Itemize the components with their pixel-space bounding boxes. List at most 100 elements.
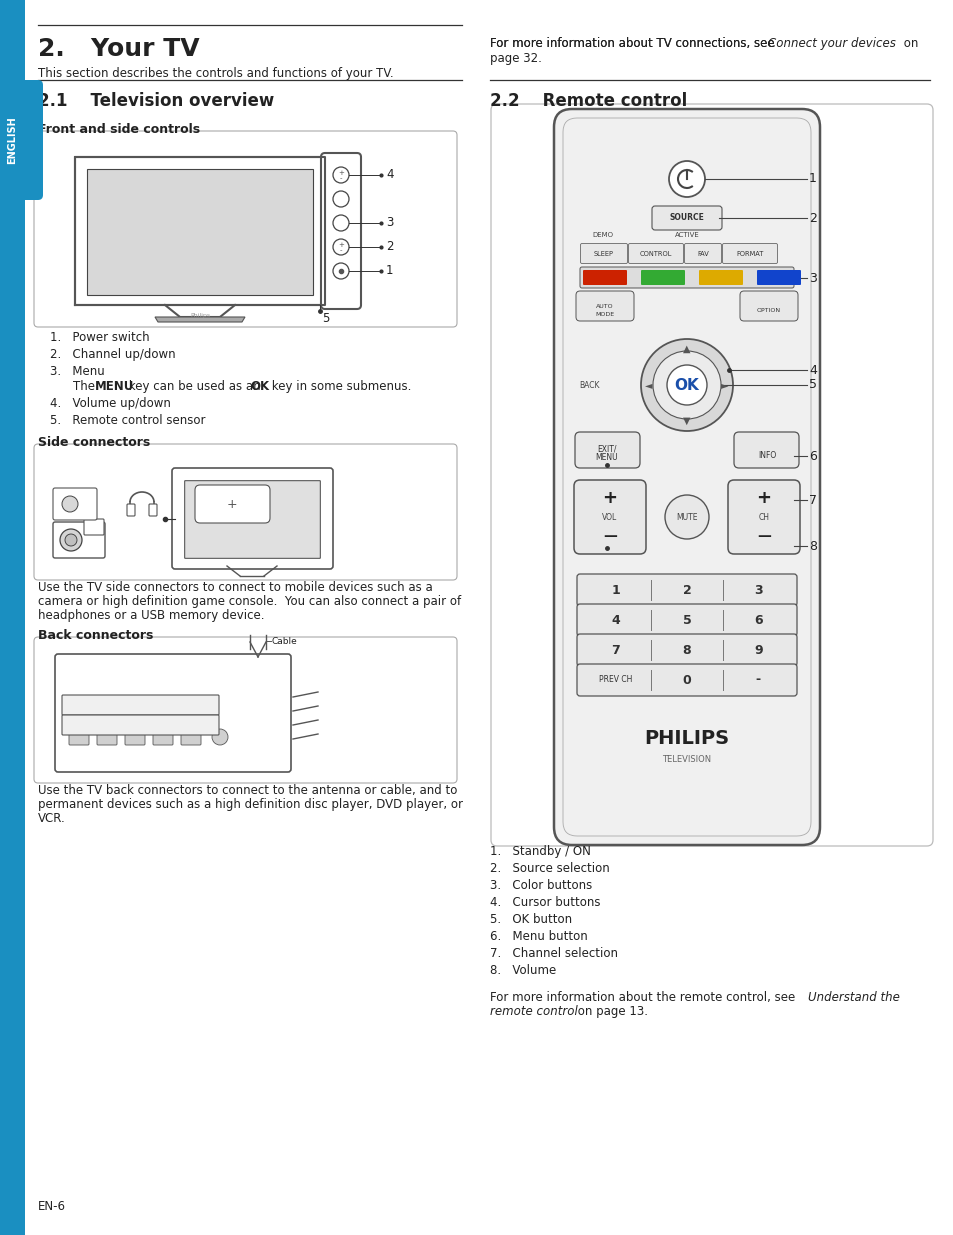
Text: 4: 4	[611, 614, 619, 626]
Text: key in some submenus.: key in some submenus.	[268, 380, 411, 393]
Text: VOL: VOL	[601, 514, 617, 522]
FancyBboxPatch shape	[576, 291, 634, 321]
Text: Use the TV side connectors to connect to mobile devices such as a: Use the TV side connectors to connect to…	[38, 580, 433, 594]
Text: —: —	[602, 529, 617, 543]
Text: ◄: ◄	[644, 380, 652, 390]
Text: FORMAT: FORMAT	[736, 251, 763, 257]
FancyBboxPatch shape	[684, 243, 720, 263]
Circle shape	[668, 161, 704, 198]
Text: For more information about TV connections, see: For more information about TV connection…	[490, 37, 778, 49]
FancyBboxPatch shape	[62, 695, 219, 715]
Circle shape	[212, 729, 228, 745]
FancyBboxPatch shape	[62, 715, 219, 735]
Text: 1: 1	[808, 173, 816, 185]
Text: MENU: MENU	[595, 452, 618, 462]
FancyBboxPatch shape	[721, 243, 777, 263]
FancyBboxPatch shape	[651, 206, 721, 230]
Text: CONTROL: CONTROL	[639, 251, 672, 257]
Text: 3: 3	[386, 216, 393, 230]
Text: 2: 2	[682, 583, 691, 597]
Text: Cable: Cable	[272, 636, 297, 646]
Circle shape	[666, 366, 706, 405]
FancyBboxPatch shape	[577, 574, 796, 606]
Text: 2.1    Television overview: 2.1 Television overview	[38, 91, 274, 110]
FancyBboxPatch shape	[84, 519, 104, 535]
Text: 1.   Power switch: 1. Power switch	[50, 331, 150, 345]
Text: MODE: MODE	[595, 311, 614, 316]
Text: ACTIVE: ACTIVE	[674, 232, 699, 238]
Text: 2.2    Remote control: 2.2 Remote control	[490, 91, 686, 110]
Text: TELEVISION: TELEVISION	[661, 755, 711, 763]
Text: OPTION: OPTION	[756, 309, 781, 314]
FancyBboxPatch shape	[577, 634, 796, 666]
FancyBboxPatch shape	[699, 270, 742, 285]
FancyBboxPatch shape	[577, 604, 796, 636]
Text: MENU: MENU	[95, 380, 134, 393]
Polygon shape	[75, 157, 325, 305]
Text: CH: CH	[758, 514, 769, 522]
Text: 1: 1	[386, 264, 393, 278]
Text: 8: 8	[808, 540, 816, 552]
Text: 6.   Menu button: 6. Menu button	[490, 930, 587, 944]
Text: Back connectors: Back connectors	[38, 629, 153, 642]
FancyBboxPatch shape	[727, 480, 800, 555]
Text: For more information about TV connections, see: For more information about TV connection…	[490, 37, 778, 49]
Text: 1: 1	[611, 583, 619, 597]
FancyBboxPatch shape	[740, 291, 797, 321]
FancyBboxPatch shape	[582, 270, 626, 285]
Text: 2.   Source selection: 2. Source selection	[490, 862, 609, 876]
Text: 2: 2	[386, 241, 393, 253]
FancyBboxPatch shape	[181, 729, 201, 745]
Text: OK: OK	[250, 380, 269, 393]
FancyBboxPatch shape	[34, 131, 456, 327]
Text: PHILIPS: PHILIPS	[644, 730, 729, 748]
Text: ▼: ▼	[682, 416, 690, 426]
Text: FAV: FAV	[697, 251, 708, 257]
Text: ►: ►	[720, 380, 728, 390]
Text: key can be used as an: key can be used as an	[125, 380, 264, 393]
Text: Side connectors: Side connectors	[38, 436, 150, 450]
Text: 1.   Standby / ON: 1. Standby / ON	[490, 845, 590, 858]
Text: OK: OK	[674, 378, 699, 393]
Text: 5: 5	[808, 378, 816, 391]
Text: ENGLISH: ENGLISH	[7, 116, 17, 164]
Circle shape	[640, 338, 732, 431]
Circle shape	[333, 215, 349, 231]
Text: MUTE: MUTE	[676, 513, 697, 521]
Text: permanent devices such as a high definition disc player, DVD player, or: permanent devices such as a high definit…	[38, 798, 462, 811]
FancyBboxPatch shape	[194, 485, 270, 522]
Text: 3: 3	[753, 583, 761, 597]
Text: -: -	[755, 673, 760, 687]
Text: EXIT/: EXIT/	[597, 445, 616, 453]
Text: 5: 5	[682, 614, 691, 626]
FancyBboxPatch shape	[149, 504, 157, 516]
Text: 2.   Your TV: 2. Your TV	[38, 37, 199, 61]
FancyBboxPatch shape	[34, 445, 456, 580]
Text: AUTO: AUTO	[596, 305, 613, 310]
Text: The: The	[73, 380, 99, 393]
Text: VCR.: VCR.	[38, 811, 66, 825]
FancyBboxPatch shape	[579, 243, 627, 263]
Circle shape	[333, 240, 349, 254]
Text: This section describes the controls and functions of your TV.: This section describes the controls and …	[38, 67, 394, 80]
Text: 5.   Remote control sensor: 5. Remote control sensor	[50, 414, 205, 427]
Text: 4.   Cursor buttons: 4. Cursor buttons	[490, 897, 599, 909]
Text: PREV CH: PREV CH	[598, 676, 632, 684]
Text: +: +	[337, 170, 344, 177]
FancyBboxPatch shape	[34, 637, 456, 783]
FancyBboxPatch shape	[554, 109, 820, 845]
Text: 7.   Channel selection: 7. Channel selection	[490, 947, 618, 960]
Text: camera or high definition game console.  You can also connect a pair of: camera or high definition game console. …	[38, 595, 460, 608]
Text: 4: 4	[808, 363, 816, 377]
Text: 6: 6	[753, 614, 761, 626]
FancyBboxPatch shape	[127, 504, 135, 516]
FancyBboxPatch shape	[574, 480, 645, 555]
Text: —: —	[757, 529, 770, 543]
FancyBboxPatch shape	[577, 664, 796, 697]
FancyBboxPatch shape	[579, 267, 793, 288]
Text: 2.   Channel up/down: 2. Channel up/down	[50, 348, 175, 361]
Circle shape	[333, 191, 349, 207]
Text: BACK: BACK	[579, 380, 599, 389]
Text: 3: 3	[808, 272, 816, 284]
FancyBboxPatch shape	[172, 468, 333, 569]
